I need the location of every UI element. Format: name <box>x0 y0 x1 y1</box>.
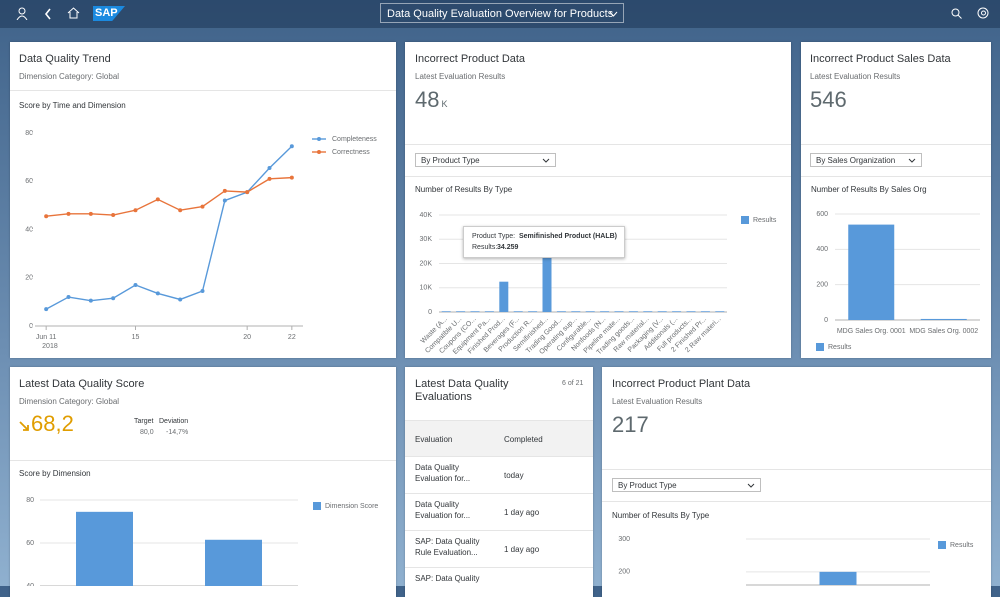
evaluation-cell: SAP: Data Quality Rule Evaluation... <box>415 537 480 557</box>
sales-card[interactable]: Incorrect Product Sales Data Latest Eval… <box>801 42 991 358</box>
kpi-value: 48 <box>415 87 440 112</box>
dropdown[interactable]: By Sales Organization <box>810 153 922 167</box>
search-icon[interactable] <box>951 8 962 19</box>
back-icon[interactable] <box>44 8 52 20</box>
separator <box>801 176 991 177</box>
tooltip-category: Semifinished Product (HALB) <box>519 233 618 240</box>
plant-card[interactable]: Incorrect Product Plant Data Latest Eval… <box>602 367 991 597</box>
sap-logo[interactable]: SAP <box>93 6 125 21</box>
evaluation-cell: Data Quality Evaluation for... <box>415 463 471 483</box>
separator <box>602 501 991 502</box>
shell-header: SAP Data Quality Evaluation Overview for… <box>0 0 1000 28</box>
product-card[interactable]: Incorrect Product Data Latest Evaluation… <box>405 42 791 358</box>
column-header: Evaluation <box>415 435 453 444</box>
trend-card[interactable]: Data Quality Trend Dimension Category: G… <box>10 42 396 358</box>
list-count: 6 of 21 <box>562 380 584 387</box>
chevron <box>609 11 618 17</box>
score-card[interactable]: Latest Data Quality Score Dimension Cate… <box>10 367 396 597</box>
tooltip-value: 34.259 <box>497 244 519 251</box>
card-subtitle: Dimension Category: Global <box>19 397 120 406</box>
evaluation-cell: SAP: Data Quality <box>415 574 480 583</box>
list-row[interactable]: Data Quality Evaluation for... 1 day ago <box>405 493 593 530</box>
completed-cell: 1 day ago <box>504 508 540 517</box>
dropdown[interactable]: By Product Type <box>612 478 761 492</box>
card-subtitle: Latest Evaluation Results <box>810 72 901 81</box>
dropdown-text: By Product Type <box>618 481 677 490</box>
card-subtitle: Latest Evaluation Results <box>415 72 506 81</box>
evaluations-card[interactable]: Latest Data Quality Evaluations 6 of 21 … <box>405 367 593 597</box>
column-header: Completed <box>504 435 543 444</box>
dropdown[interactable]: By Product Type <box>415 153 556 167</box>
list-row[interactable]: Data Quality Evaluation for... today <box>405 456 593 493</box>
user-icon[interactable] <box>16 7 28 20</box>
dropdown-text: By Sales Organization <box>816 156 896 165</box>
separator <box>801 144 991 145</box>
separator <box>10 90 396 91</box>
kpi-value: 68,2 <box>31 411 74 436</box>
separator <box>602 469 991 470</box>
card-title: Incorrect Product Sales Data <box>810 53 951 65</box>
card-subtitle: Dimension Category: Global <box>19 72 120 81</box>
card-title: Latest Data Quality Evaluations <box>415 378 509 403</box>
app-title: Data Quality Evaluation Overview for Pro… <box>387 8 614 20</box>
separator <box>405 176 791 177</box>
kpi-value: 217 <box>612 412 649 437</box>
target-label: Target <box>134 418 154 425</box>
separator <box>10 460 396 461</box>
kpi-unit: K <box>441 99 448 109</box>
card-subtitle: Latest Evaluation Results <box>612 397 703 406</box>
deviation-value: -14,7% <box>166 429 189 436</box>
table-header: Evaluation Completed <box>405 420 593 457</box>
list-row[interactable]: SAP: Data Quality Rule Evaluation... 1 da… <box>405 530 593 567</box>
completed-cell: today <box>504 471 524 480</box>
card-title: Incorrect Product Data <box>415 53 526 65</box>
tooltip-value-label: Results: <box>472 244 498 251</box>
list-row[interactable]: SAP: Data Quality <box>405 567 593 597</box>
card-title: Data Quality Trend <box>19 53 111 65</box>
tooltip: Product Type: Semifinished Product (HALB… <box>463 226 625 258</box>
kpi-value: 546 <box>810 87 847 112</box>
card-title: Incorrect Product Plant Data <box>612 378 751 390</box>
app-title-menu[interactable]: Data Quality Evaluation Overview for Pro… <box>380 3 624 23</box>
separator <box>405 144 791 145</box>
trend-arrow <box>19 421 29 431</box>
tooltip-label: Product Type: <box>472 233 516 240</box>
completed-cell: 1 day ago <box>504 545 540 554</box>
copilot-icon[interactable] <box>977 7 989 19</box>
target-value: 80,0 <box>140 429 154 436</box>
dropdown-text: By Product Type <box>421 156 480 165</box>
evaluation-cell: Data Quality Evaluation for... <box>415 500 471 520</box>
card-title: Latest Data Quality Score <box>19 378 145 390</box>
deviation-label: Deviation <box>159 418 189 425</box>
home-icon[interactable] <box>67 7 80 19</box>
